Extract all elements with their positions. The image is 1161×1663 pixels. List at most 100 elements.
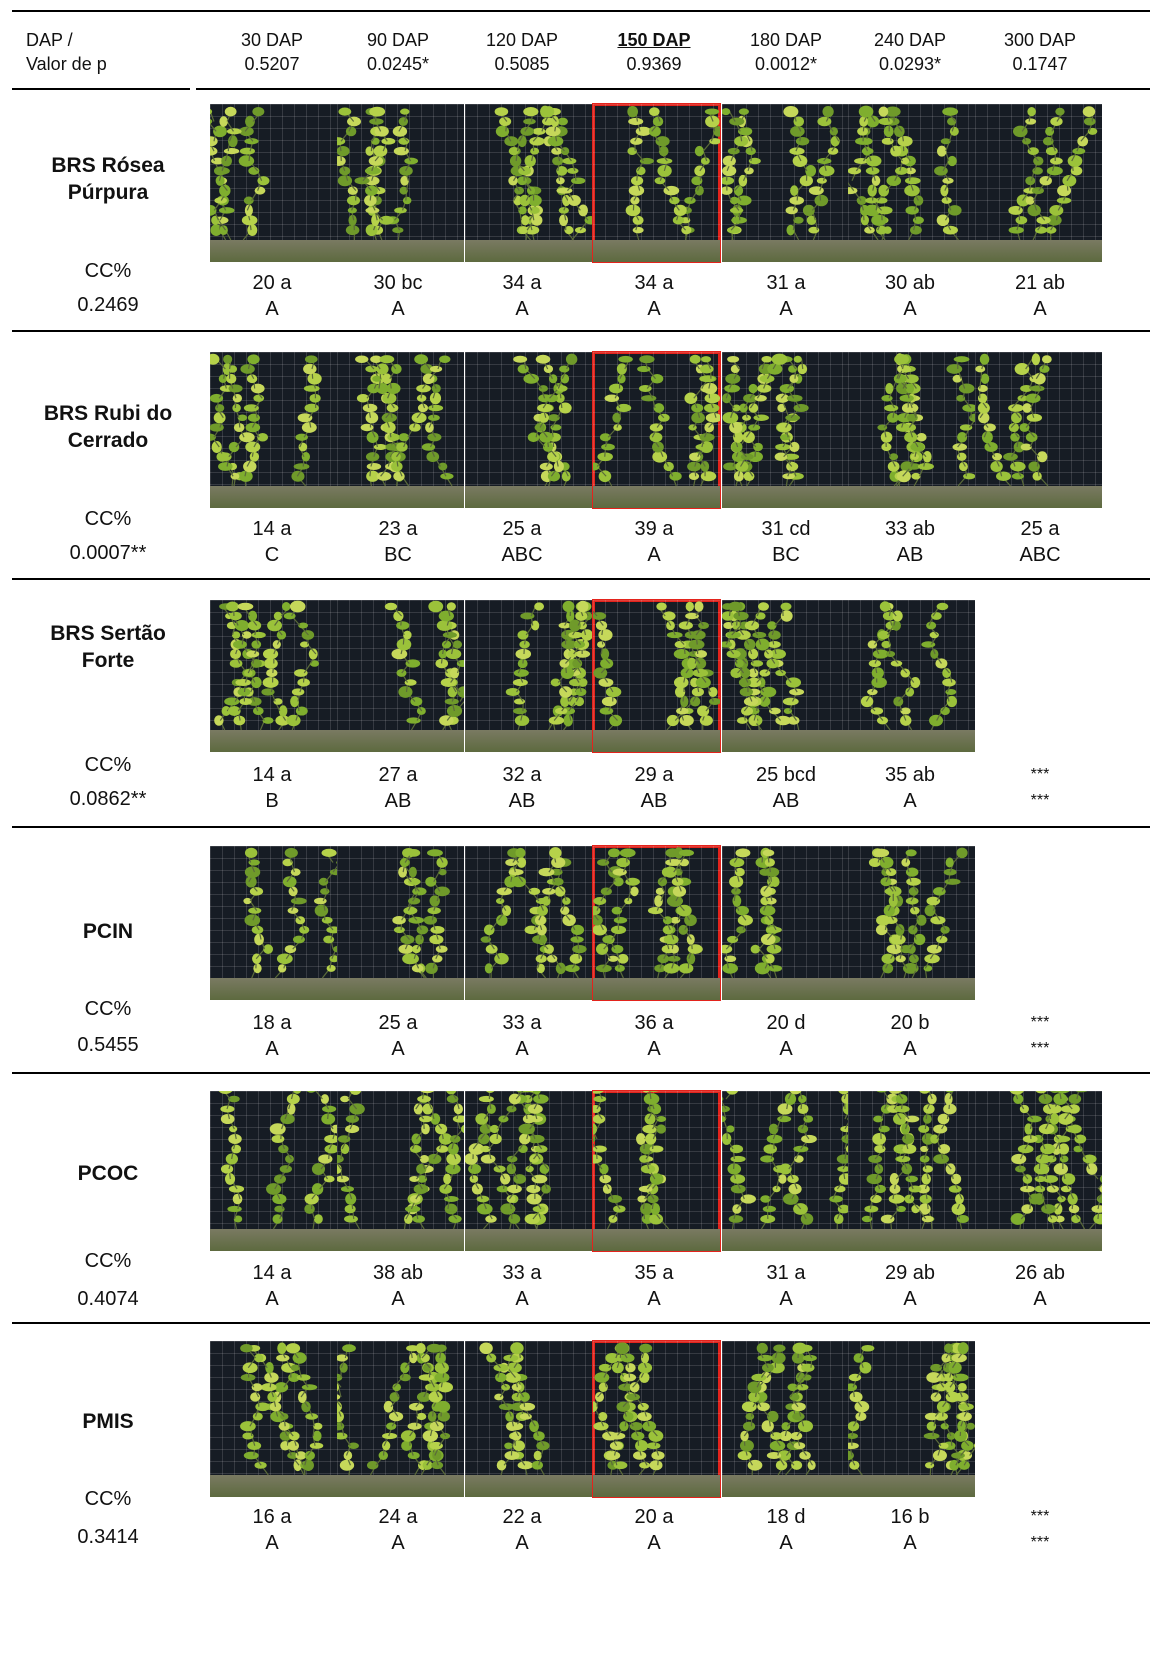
cell-mean-letter: 26 ab — [1014, 1262, 1066, 1284]
plant-photo — [848, 104, 975, 262]
column-p-value: 0.5085 — [494, 54, 550, 74]
cell-group-letter: A — [903, 1288, 917, 1310]
cell-group-letter: A — [265, 1038, 279, 1060]
cc-p-value: 0.4074 — [77, 1288, 139, 1310]
cultivar-name-line1: BRS Sertão — [50, 622, 166, 645]
cell-group-letter: A — [1033, 298, 1047, 320]
column-dap-label: 150 DAP — [617, 30, 691, 50]
cell-group-letter: A — [265, 1532, 279, 1554]
cell-mean-letter: 33 a — [502, 1012, 542, 1034]
column-p-value: 0.0245* — [366, 54, 430, 74]
plant-photo — [975, 104, 1102, 262]
cell-mean-letter: 33 a — [502, 1262, 542, 1284]
cultivar-name-line1: PCIN — [82, 920, 134, 943]
plant-photo — [722, 1341, 849, 1497]
cell-group-letter: C — [264, 544, 280, 566]
cultivar-name: PCIN — [28, 918, 188, 945]
top-rule — [12, 10, 1150, 12]
cc-p-value: 0.0862** — [69, 788, 147, 810]
cell-group-letter: A — [903, 1532, 917, 1554]
cell-group-letter: A — [391, 1038, 405, 1060]
cultivar-name-line1: PCOC — [77, 1162, 139, 1185]
column-dap-label: 300 DAP — [1003, 30, 1077, 50]
header-label: DAP / Valor de p — [26, 28, 107, 76]
cell-mean-letter: 20 a — [252, 272, 292, 294]
column-p-value: 0.5207 — [244, 54, 300, 74]
cell-mean-letter: 33 ab — [884, 518, 936, 540]
cell-mean-letter: 21 ab — [1014, 272, 1066, 294]
cell-group-letter: A — [647, 1532, 661, 1554]
cell-mean-letter: 24 a — [378, 1506, 418, 1528]
cell-group-letter: *** — [1030, 792, 1050, 809]
cultivar-name-line2: Forte — [81, 649, 135, 672]
plant-photo — [465, 1091, 592, 1251]
cell-mean-letter: *** — [1030, 1014, 1050, 1031]
column-dap-label: 90 DAP — [366, 30, 430, 50]
cell-group-letter: A — [1033, 1288, 1047, 1310]
cell-mean-letter: 20 d — [766, 1012, 806, 1034]
plant-photo — [975, 1091, 1102, 1251]
column-dap-label: 180 DAP — [749, 30, 823, 50]
plant-photo — [722, 600, 849, 752]
cultivar-name-line1: BRS Rósea — [51, 154, 165, 177]
cultivar-name-line2: Púrpura — [67, 181, 149, 204]
plant-photo — [337, 1091, 464, 1251]
cell-mean-letter: 16 a — [252, 1506, 292, 1528]
cell-mean-letter: 34 a — [634, 272, 674, 294]
cell-group-letter: A — [779, 298, 793, 320]
cell-group-letter: A — [779, 1038, 793, 1060]
cell-mean-letter: 25 bcd — [755, 764, 817, 786]
cc-label: CC% — [84, 754, 132, 776]
cell-group-letter: A — [903, 790, 917, 812]
cell-mean-letter: 29 ab — [884, 1262, 936, 1284]
header-label-line2: Valor de p — [26, 54, 107, 74]
cc-p-value: 0.2469 — [77, 294, 139, 316]
column-p-value: 0.1747 — [1012, 54, 1068, 74]
cell-mean-letter: 18 a — [252, 1012, 292, 1034]
cell-mean-letter: *** — [1030, 1508, 1050, 1525]
cell-group-letter: A — [391, 298, 405, 320]
column-header-6: 240 DAP 0.0293* — [855, 28, 965, 76]
cultivar-name-line2: Cerrado — [67, 429, 149, 452]
cell-group-letter: BC — [384, 544, 412, 566]
cell-mean-letter: 25 a — [1020, 518, 1060, 540]
plant-photo — [337, 352, 464, 508]
plant-photo — [465, 352, 592, 508]
cell-group-letter: A — [647, 1288, 661, 1310]
cc-label: CC% — [84, 998, 132, 1020]
cell-group-letter: ABC — [1019, 544, 1061, 566]
row-divider — [12, 1322, 1150, 1324]
column-p-value: 0.0293* — [878, 54, 942, 74]
cc-p-value: 0.5455 — [77, 1034, 139, 1056]
cell-group-letter: A — [515, 1038, 529, 1060]
plant-photo — [210, 352, 337, 508]
cell-group-letter: A — [903, 1038, 917, 1060]
plant-photo — [848, 600, 975, 752]
cell-mean-letter: 29 a — [634, 764, 674, 786]
header-label-line1: DAP / — [26, 30, 73, 50]
cultivar-name-line1: PMIS — [82, 1410, 134, 1433]
cell-mean-letter: 36 a — [634, 1012, 674, 1034]
plant-photo — [210, 1341, 337, 1497]
column-dap-label: 120 DAP — [485, 30, 559, 50]
cell-group-letter: A — [391, 1532, 405, 1554]
plant-photo — [848, 846, 975, 1000]
cc-label: CC% — [84, 508, 132, 530]
plant-photo — [210, 1091, 337, 1251]
cell-mean-letter: 31 a — [766, 272, 806, 294]
column-header-5: 180 DAP 0.0012* — [731, 28, 841, 76]
cell-group-letter: A — [265, 1288, 279, 1310]
plant-photo — [337, 1341, 464, 1497]
column-header-4: 150 DAP 0.9369 — [599, 28, 709, 76]
plant-photo — [465, 600, 592, 752]
column-header-7: 300 DAP 0.1747 — [985, 28, 1095, 76]
cell-mean-letter: 14 a — [252, 1262, 292, 1284]
cc-label: CC% — [84, 1250, 132, 1272]
cell-mean-letter: *** — [1030, 766, 1050, 783]
cell-mean-letter: 22 a — [502, 1506, 542, 1528]
cc-p-value: 0.0007** — [69, 542, 147, 564]
cell-mean-letter: 27 a — [378, 764, 418, 786]
cell-group-letter: ABC — [501, 544, 543, 566]
cell-group-letter: A — [515, 1532, 529, 1554]
plant-photo — [722, 1091, 849, 1251]
